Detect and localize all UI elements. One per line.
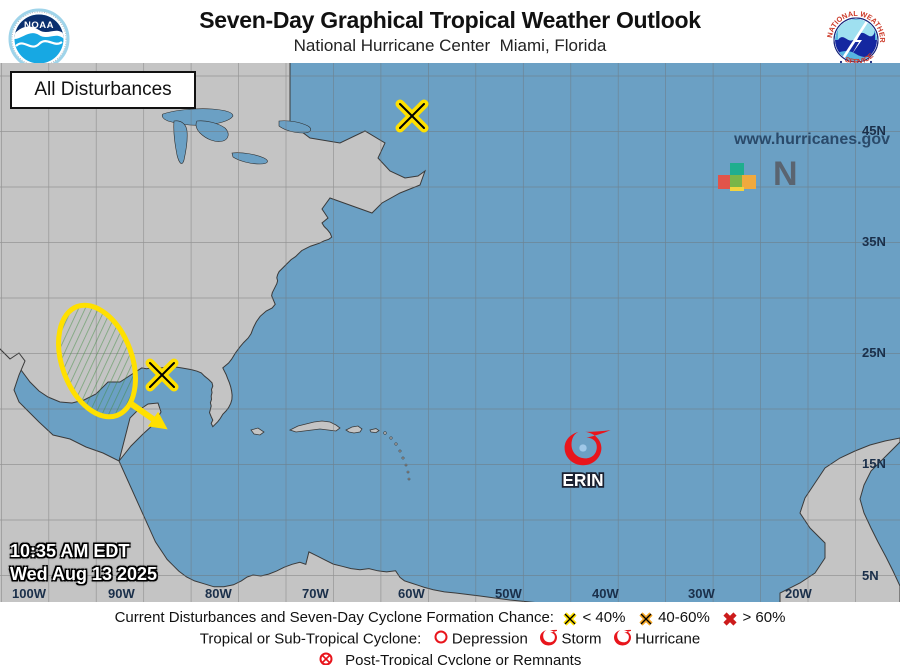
svg-text:80W: 80W (205, 586, 232, 601)
svg-text:50W: 50W (495, 586, 522, 601)
svg-text:100W: 100W (12, 586, 47, 601)
svg-text:5N: 5N (862, 568, 879, 583)
svg-text:20W: 20W (785, 586, 812, 601)
svg-text:60W: 60W (398, 586, 425, 601)
svg-text:25N: 25N (862, 345, 886, 360)
svg-text:15N: 15N (862, 456, 886, 471)
svg-text:35N: 35N (862, 234, 886, 249)
svg-text:90W: 90W (108, 586, 135, 601)
svg-text:40W: 40W (592, 586, 619, 601)
svg-text:30W: 30W (688, 586, 715, 601)
svg-text:N: N (773, 155, 798, 191)
svg-text:70W: 70W (302, 586, 329, 601)
